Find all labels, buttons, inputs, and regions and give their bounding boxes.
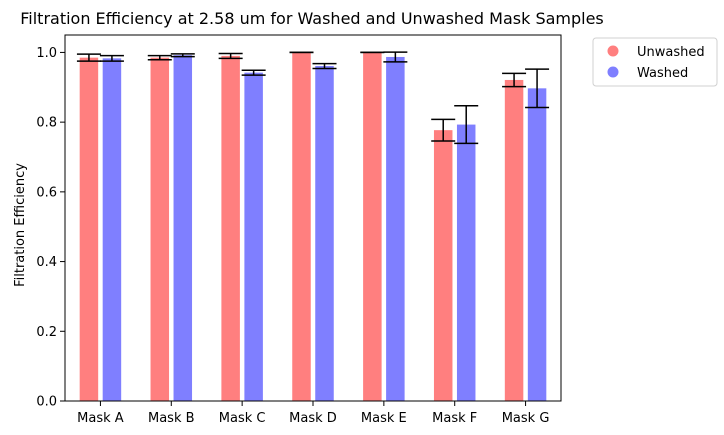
bar-washed xyxy=(244,72,263,401)
bar-washed xyxy=(386,56,405,402)
legend-label-unwashed: Unwashed xyxy=(637,45,705,60)
legend: Unwashed Washed xyxy=(592,37,718,87)
x-tick-label: Mask A xyxy=(77,411,124,426)
bar-unwashed xyxy=(150,57,170,402)
bar-unwashed xyxy=(292,52,311,402)
bar-washed xyxy=(315,66,334,401)
bar-washed xyxy=(102,58,122,402)
legend-label-washed: Washed xyxy=(637,66,688,81)
y-axis-label: Filtration Efficiency xyxy=(13,163,28,287)
bar-unwashed xyxy=(433,130,453,401)
plot-area: 0.0 0.2 0.4 0.6 0.8 1.0 Mask A Mask B Mask C Mask… xyxy=(36,34,562,426)
y-tick-label: 0.6 xyxy=(36,185,57,200)
x-tick-label: Mask G xyxy=(502,411,550,426)
legend-marker-washed xyxy=(607,66,619,78)
x-tick-label: Mask F xyxy=(432,411,477,426)
bar-washed xyxy=(456,124,476,401)
chart-title: Filtration Efficiency at 2.58 um for Was… xyxy=(20,9,604,28)
x-tick-label: Mask B xyxy=(148,411,195,426)
y-tick-label: 0.2 xyxy=(36,325,57,340)
legend-box xyxy=(592,37,718,87)
x-tick-label: Mask C xyxy=(219,411,266,426)
bar-washed xyxy=(527,88,547,402)
y-tick-label: 0.4 xyxy=(36,255,57,270)
bar-unwashed xyxy=(79,57,99,402)
legend-marker-unwashed xyxy=(607,45,619,57)
plot-frame xyxy=(64,34,562,402)
y-tick-label: 0.0 xyxy=(36,395,57,410)
x-tick-label: Mask D xyxy=(289,411,337,426)
y-tick-label: 1.0 xyxy=(36,46,57,61)
bar-unwashed xyxy=(363,52,382,402)
bar-unwashed xyxy=(221,55,240,402)
x-tick-label: Mask E xyxy=(361,411,407,426)
y-tick-label: 0.8 xyxy=(36,116,57,131)
bar-unwashed xyxy=(504,79,524,402)
bar-washed xyxy=(173,55,193,402)
